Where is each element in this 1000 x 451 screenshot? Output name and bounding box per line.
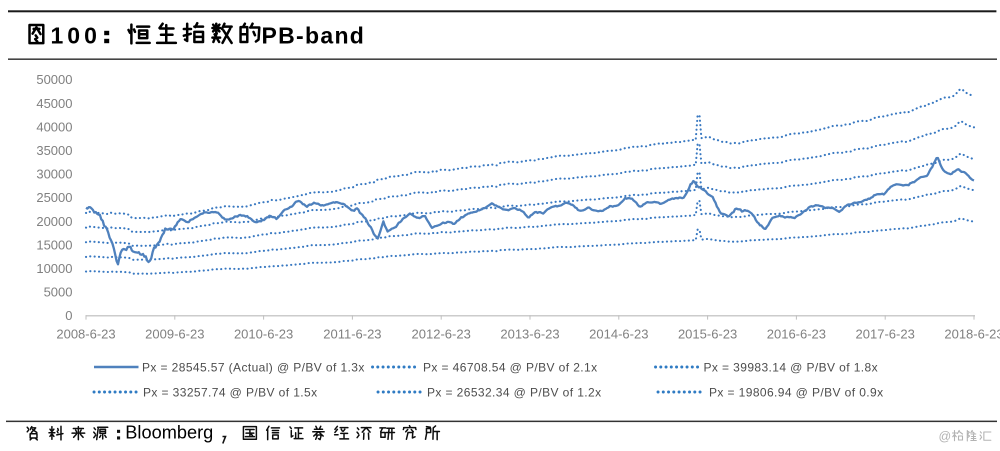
svg-text:2018-6-23: 2018-6-23 bbox=[944, 327, 1000, 342]
svg-text:50000: 50000 bbox=[36, 72, 72, 87]
svg-text:0: 0 bbox=[65, 308, 72, 323]
svg-text:25000: 25000 bbox=[36, 190, 72, 205]
svg-text:PB-band: PB-band bbox=[262, 22, 366, 48]
svg-text:2015-6-23: 2015-6-23 bbox=[678, 327, 737, 342]
svg-text:2014-6-23: 2014-6-23 bbox=[589, 327, 648, 342]
svg-text:5000: 5000 bbox=[44, 285, 73, 300]
svg-text:2011-6-23: 2011-6-23 bbox=[323, 327, 381, 342]
svg-text:15000: 15000 bbox=[36, 237, 72, 252]
svg-text:Px = 39983.14 @ P/BV of 1.8x: Px = 39983.14 @ P/BV of 1.8x bbox=[704, 360, 878, 374]
svg-text:40000: 40000 bbox=[36, 119, 72, 134]
svg-text:2016-6-23: 2016-6-23 bbox=[767, 327, 826, 342]
svg-text:Px = 33257.74 @ P/BV of 1.5x: Px = 33257.74 @ P/BV of 1.5x bbox=[143, 385, 317, 399]
svg-text:35000: 35000 bbox=[36, 143, 72, 158]
svg-text:100: 100 bbox=[51, 22, 101, 48]
svg-text:20000: 20000 bbox=[36, 214, 72, 229]
svg-text:2013-6-23: 2013-6-23 bbox=[500, 327, 559, 342]
svg-text:Px = 26532.34 @ P/BV of 1.2x: Px = 26532.34 @ P/BV of 1.2x bbox=[427, 385, 601, 399]
svg-text:Bloomberg: Bloomberg bbox=[125, 422, 213, 442]
svg-text:45000: 45000 bbox=[36, 96, 72, 111]
svg-text:2008-6-23: 2008-6-23 bbox=[56, 327, 115, 342]
svg-text:Px = 19806.94 @ P/BV of 0.9x: Px = 19806.94 @ P/BV of 0.9x bbox=[709, 385, 883, 399]
svg-text:2009-6-23: 2009-6-23 bbox=[145, 327, 204, 342]
svg-text:10000: 10000 bbox=[36, 261, 72, 276]
svg-text:@: @ bbox=[939, 429, 952, 443]
svg-text:2017-6-23: 2017-6-23 bbox=[856, 327, 915, 342]
svg-text:2010-6-23: 2010-6-23 bbox=[234, 327, 293, 342]
svg-text:30000: 30000 bbox=[36, 167, 72, 182]
svg-text:Px = 28545.57 (Actual) @ P/BV: Px = 28545.57 (Actual) @ P/BV of 1.3x bbox=[142, 360, 365, 374]
svg-text:Px = 46708.54 @ P/BV of 2.1x: Px = 46708.54 @ P/BV of 2.1x bbox=[423, 360, 597, 374]
svg-text:2012-6-23: 2012-6-23 bbox=[412, 327, 471, 342]
